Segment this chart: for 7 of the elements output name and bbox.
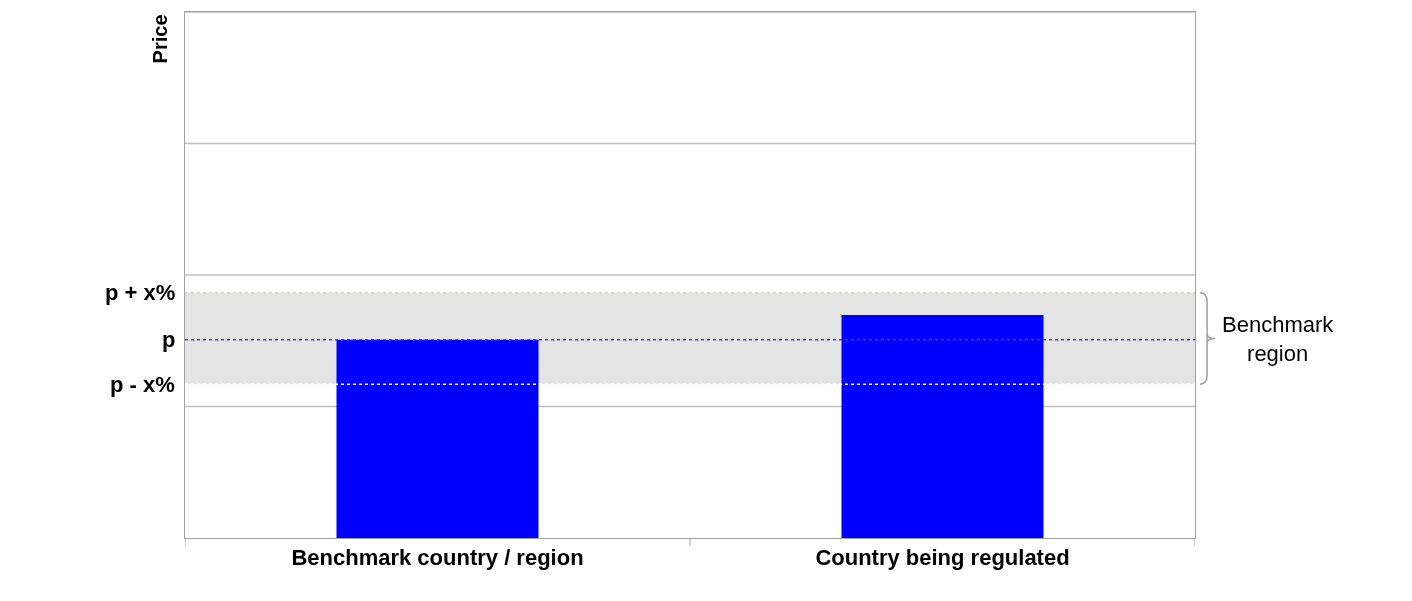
x-tick-label: Country being regulated xyxy=(815,545,1070,571)
ref-line-label: p + x% xyxy=(105,280,176,305)
x-tick-label: Benchmark country / region xyxy=(291,545,584,571)
ref-line-label: p - x% xyxy=(110,372,175,397)
band-label: Benchmark region xyxy=(1222,312,1335,366)
ref-line-label: p xyxy=(162,327,176,352)
text: Price xyxy=(149,14,172,64)
